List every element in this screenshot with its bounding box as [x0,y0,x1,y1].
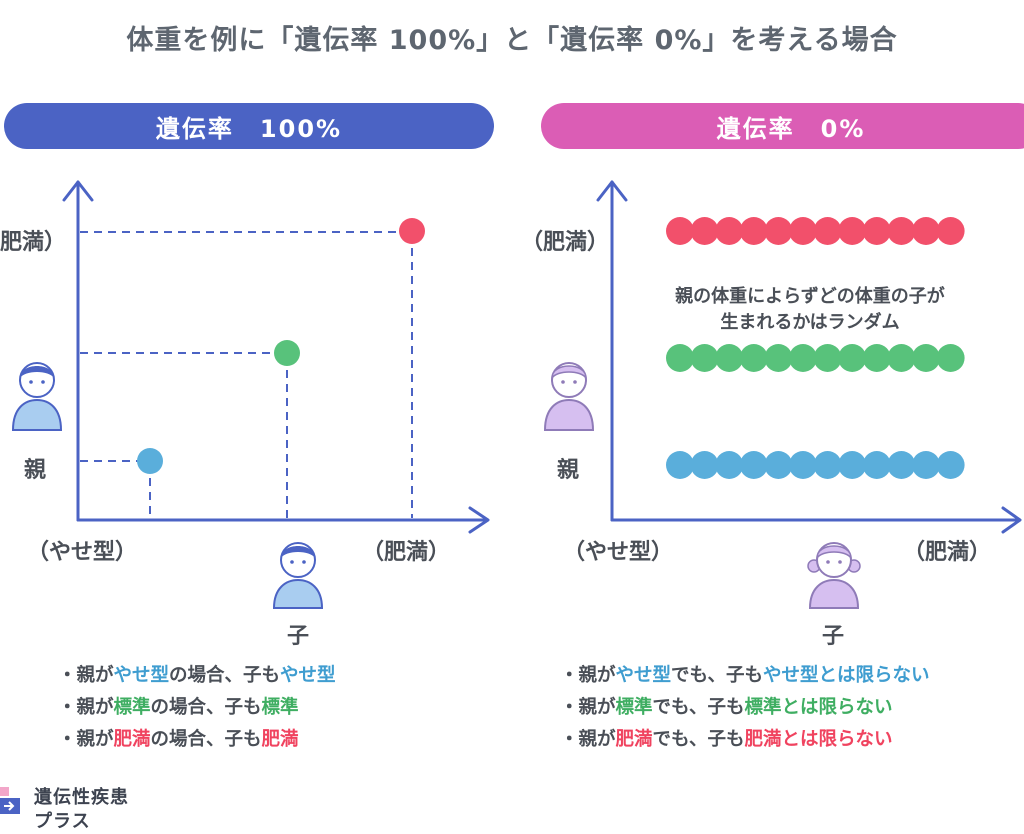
red-dot [936,217,965,245]
red-dot [887,217,916,245]
right-child-icon [807,542,861,609]
blue-dot [912,451,940,479]
right-y-top-label: （肥満） [521,230,610,255]
green-dot [838,344,867,372]
random-note: 親の体重によらずどの体重の子が 生まれるかはランダム [640,284,980,336]
random-note-line-2: 生まれるかはランダム [720,312,900,333]
footer-logo-text: 遺伝性疾患 プラス [34,786,129,834]
right-x-axis-arrow [1001,506,1022,534]
left-bullet-list: ・親がやせ型の場合、子もやせ型 ・親が標準の場合、子も標準 ・親が肥満の場合、子… [58,660,336,756]
right-x-right-label: （肥満） [903,540,992,565]
green-dot [862,344,891,372]
heritability-100-header: 遺伝率 100% [4,103,494,149]
left-child-icon [272,542,324,609]
left-bullet-2: ・親が標準の場合、子も標準 [58,697,299,718]
right-parent-icon [543,362,595,431]
right-bullet-list: ・親がやせ型でも、子もやせ型とは限らない ・親が標準でも、子も標準とは限らない … [560,660,930,756]
random-note-line-1: 親の体重によらずどの体重の子が [675,286,945,307]
heritability-0-header: 遺伝率 0% [541,103,1024,149]
blue-dot [789,451,817,479]
right-child-label: 子 [822,624,845,649]
green-dot [715,344,744,372]
green-dot [936,344,965,372]
random-dot-rows [666,217,965,479]
logo-icon [0,787,20,814]
red-dot [715,217,744,245]
green-dot [789,344,817,372]
blue-dot [764,451,793,479]
point-normal [274,340,300,366]
green-dot [912,344,940,372]
green-dot [764,344,793,372]
blue-dot [739,451,768,479]
red-dot [838,217,867,245]
green-dot [690,344,719,372]
blue-dot [887,451,916,479]
green-dot [813,344,842,372]
left-parent-label: 親 [24,458,47,483]
green-dot [666,344,694,372]
blue-dot [715,451,744,479]
left-bullet-1: ・親がやせ型の場合、子もやせ型 [58,665,336,686]
footer-logo-line-2: プラス [34,811,91,832]
footer-logo-line-1: 遺伝性疾患 [34,787,129,808]
point-thin [137,448,163,474]
right-y-axis-arrow [596,180,628,202]
blue-dot [690,451,719,479]
left-child-label: 子 [287,624,310,649]
blue-dot [936,451,965,479]
left-y-top-label: 肥満） [0,230,67,255]
right-axes [596,180,1022,534]
left-y-axis-arrow [62,180,94,202]
red-dot [912,217,940,245]
red-dot [690,217,719,245]
red-dot [666,217,694,245]
left-parent-icon [11,362,63,431]
left-axes [62,180,490,534]
blue-dot [813,451,842,479]
left-bullet-3: ・親が肥満の場合、子も肥満 [58,729,299,750]
page-title: 体重を例に「遺伝率 100%」と「遺伝率 0%」を考える場合 [126,25,898,56]
right-parent-label: 親 [557,458,580,483]
right-bullet-1: ・親がやせ型でも、子もやせ型とは限らない [560,665,930,686]
red-dot [813,217,842,245]
right-bullet-2: ・親が標準でも、子も標準とは限らない [560,697,893,718]
left-x-left-label: （やせ型） [27,540,138,565]
blue-dot [666,451,694,479]
right-x-left-label: （やせ型） [563,540,674,565]
red-dot [764,217,793,245]
red-dot [739,217,768,245]
green-dot [739,344,768,372]
red-dot [862,217,891,245]
blue-dot [838,451,867,479]
left-guides [80,231,413,518]
left-x-axis-arrow [468,506,490,534]
point-obese [399,218,425,244]
right-bullet-3: ・親が肥満でも、子も肥満とは限らない [560,729,893,750]
red-dot [789,217,817,245]
blue-dot [862,451,891,479]
left-x-right-label: （肥満） [362,540,451,565]
green-dot [887,344,916,372]
